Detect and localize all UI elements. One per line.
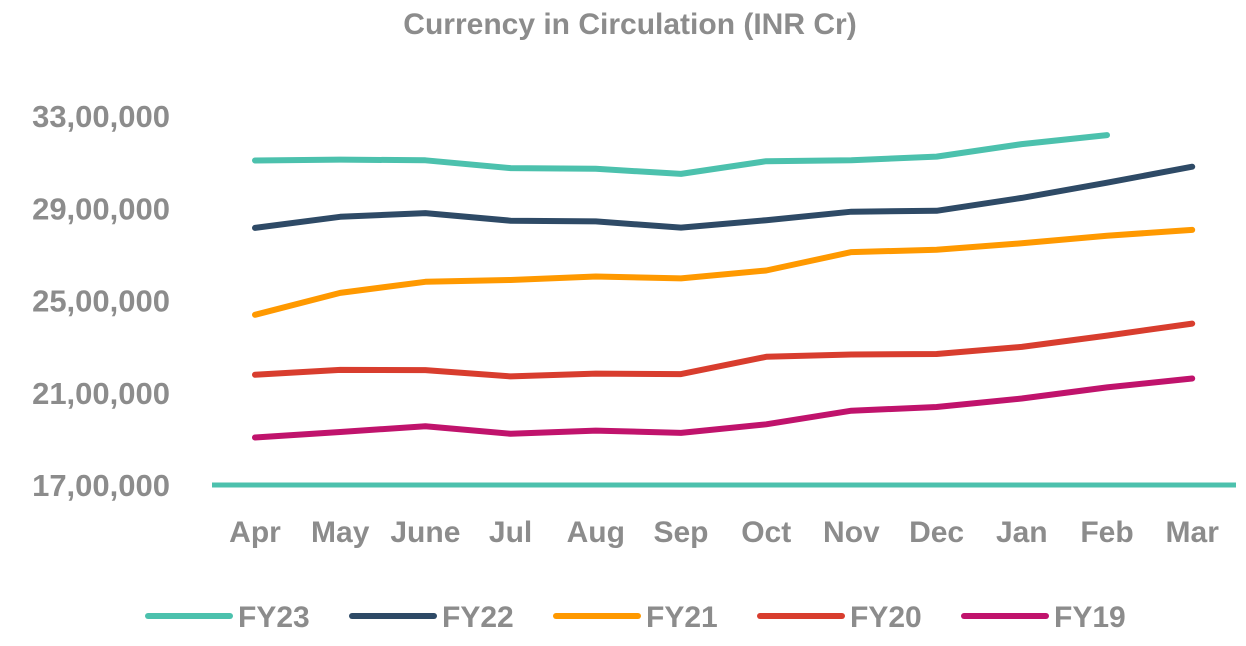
series-line-fy19 [252, 375, 1196, 441]
x-tick-label: Aug [567, 516, 625, 549]
x-tick-label: Oct [741, 516, 791, 549]
x-tick-label: May [311, 516, 370, 549]
x-tick-label: June [390, 516, 460, 549]
legend-label-fy21: FY21 [646, 601, 718, 634]
x-axis-ticks: Apr May June Jul Aug Sep Oct Nov Dec Jan Feb Mar [229, 516, 1219, 549]
x-tick-label: Dec [909, 516, 964, 549]
legend: FY23 FY22 FY21 FY20 FY19 [145, 601, 1126, 634]
x-tick-label: Sep [653, 516, 708, 549]
legend-label-fy22: FY22 [442, 601, 514, 634]
legend-label-fy19: FY19 [1054, 601, 1126, 634]
series-lines [252, 132, 1196, 441]
legend-label-fy23: FY23 [238, 601, 310, 634]
y-tick-label: 25,00,000 [32, 284, 170, 319]
y-axis-ticks: 17,00,000 21,00,000 25,00,000 29,00,000 33,0… [32, 99, 170, 503]
y-tick-label: 21,00,000 [32, 376, 170, 411]
x-tick-label: Mar [1166, 516, 1220, 549]
x-tick-label: Apr [229, 516, 281, 549]
x-tick-label: Jan [996, 516, 1048, 549]
x-tick-label: Feb [1080, 516, 1133, 549]
series-line-fy21 [252, 226, 1196, 318]
y-tick-label: 29,00,000 [32, 191, 170, 226]
y-tick-label: 17,00,000 [32, 468, 170, 503]
x-tick-label: Jul [489, 516, 532, 549]
legend-label-fy20: FY20 [850, 601, 922, 634]
series-line-fy20 [252, 320, 1196, 380]
series-line-fy22 [252, 163, 1196, 231]
x-tick-label: Nov [823, 516, 880, 549]
y-tick-label: 33,00,000 [32, 99, 170, 134]
chart-title: Currency in Circulation (INR Cr) [403, 8, 856, 41]
series-line-fy23 [252, 132, 1110, 177]
